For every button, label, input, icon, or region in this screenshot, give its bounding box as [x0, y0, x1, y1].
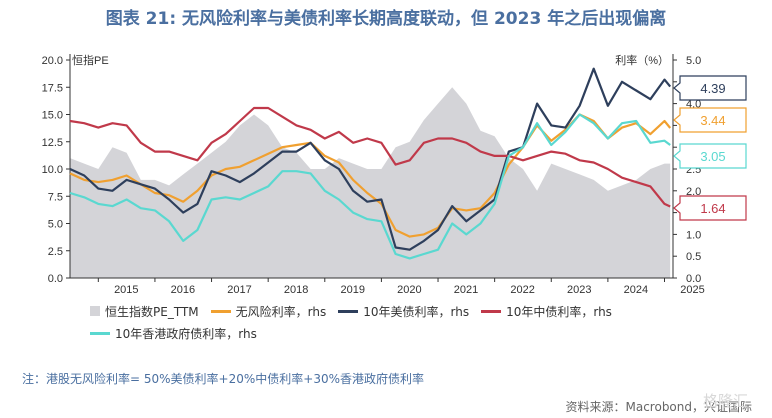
end-label-box-cn10y [673, 195, 747, 221]
x-axis-tick-label: 2020 [397, 284, 421, 296]
end-label-box-hk10y [673, 143, 747, 169]
legend-swatch-pe [90, 306, 100, 316]
legend-row: 10年香港政府债利率，rhs [90, 322, 690, 344]
end-label-cn10y: 1.64 [700, 201, 725, 216]
series-line-us10y [69, 67, 672, 251]
x-axis-tick-label: 2018 [284, 284, 308, 296]
left-axis-tick-label: 0.0 [48, 273, 63, 285]
legend-label-hk10y: 10年香港政府债利率，rhs [115, 326, 257, 341]
end-label-box-rf [673, 107, 747, 133]
chart-title: 图表 21: 无风险利率与美债利率长期高度联动，但 2023 年之后出现偏离 [105, 9, 667, 29]
legend-item-hk10y: 10年香港政府债利率，rhs [90, 325, 257, 342]
legend-label-rf: 无风险利率，rhs [235, 304, 327, 319]
source-note: 资料来源：Macrobond，兴证国际 [565, 400, 753, 414]
watermark-logo: 格隆汇 [702, 392, 748, 410]
right-axis-tick-label: 0.5 [686, 251, 701, 263]
legend-label-cn10y: 10年中债利率，rhs [506, 304, 612, 319]
right-axis-tick-label: 5.0 [686, 55, 701, 67]
series-area-pe [70, 87, 671, 278]
left-axis-tick-label: 12.5 [42, 137, 63, 149]
x-axis-tick-label: 2015 [114, 284, 138, 296]
right-axis-title: 利率（%） [615, 53, 669, 67]
legend-swatch-cn10y [481, 309, 502, 313]
legend-label-pe: 恒生指数PE_TTM [105, 304, 199, 319]
left-axis-title: 恒指PE [72, 53, 109, 67]
right-axis-tick-label: 2.0 [686, 186, 701, 198]
right-axis-tick-label: 0.0 [686, 273, 701, 285]
legend-item-cn10y: 10年中债利率，rhs [481, 303, 612, 320]
left-axis-tick-label: 15.0 [42, 110, 63, 122]
left-axis-tick-label: 10.0 [42, 164, 63, 176]
legend-item-us10y: 10年美债利率，rhs [338, 303, 469, 320]
x-axis-tick-label: 2023 [567, 284, 591, 296]
legend-swatch-us10y [338, 309, 359, 313]
legend-swatch-rf [210, 309, 231, 313]
x-axis-tick-label: 2025 [680, 284, 704, 296]
legend-swatch-hk10y [90, 331, 110, 335]
legend-row: 恒生指数PE_TTM 无风险利率，rhs 10年美债利率，rhs 10年中债利率… [90, 300, 690, 322]
series-line-hk10y [69, 113, 671, 260]
x-axis-tick-label: 2017 [227, 284, 251, 296]
left-axis-tick-label: 17.5 [42, 82, 63, 94]
right-axis-tick-label: 1.0 [686, 229, 701, 241]
end-label-box-us10y [673, 75, 747, 101]
legend-item-rf: 无风险利率，rhs [210, 303, 327, 320]
x-axis-tick-label: 2022 [510, 284, 534, 296]
legend-item-pe: 恒生指数PE_TTM [90, 303, 199, 320]
left-axis-tick-label: 2.5 [48, 246, 63, 258]
end-label-us10y: 4.39 [700, 81, 725, 96]
x-axis-tick-label: 2024 [624, 284, 648, 296]
left-axis-tick-label: 20.0 [42, 55, 63, 67]
series-line-cn10y [69, 106, 671, 208]
x-axis-tick-label: 2016 [171, 284, 195, 296]
left-axis-tick-label: 5.0 [48, 219, 63, 231]
legend-label-us10y: 10年美债利率，rhs [363, 304, 470, 319]
x-axis-tick-label: 2019 [341, 284, 365, 296]
end-label-rf: 3.44 [700, 113, 725, 128]
chart-plot: 0.0 2.5 5.0 7.5 10.0 12.5 15.0 17.5 20.0 0.0 0.5 1.… [42, 53, 747, 296]
chart-legend: 恒生指数PE_TTM 无风险利率，rhs 10年美债利率，rhs 10年中债利率… [90, 300, 690, 344]
footnote: 注：港股无风险利率= 50%美债利率+20%中债利率+30%香港政府债利率 [22, 372, 424, 386]
end-label-hk10y: 3.05 [700, 149, 725, 164]
left-axis-tick-label: 7.5 [48, 191, 63, 203]
x-axis-tick-label: 2021 [454, 284, 478, 296]
